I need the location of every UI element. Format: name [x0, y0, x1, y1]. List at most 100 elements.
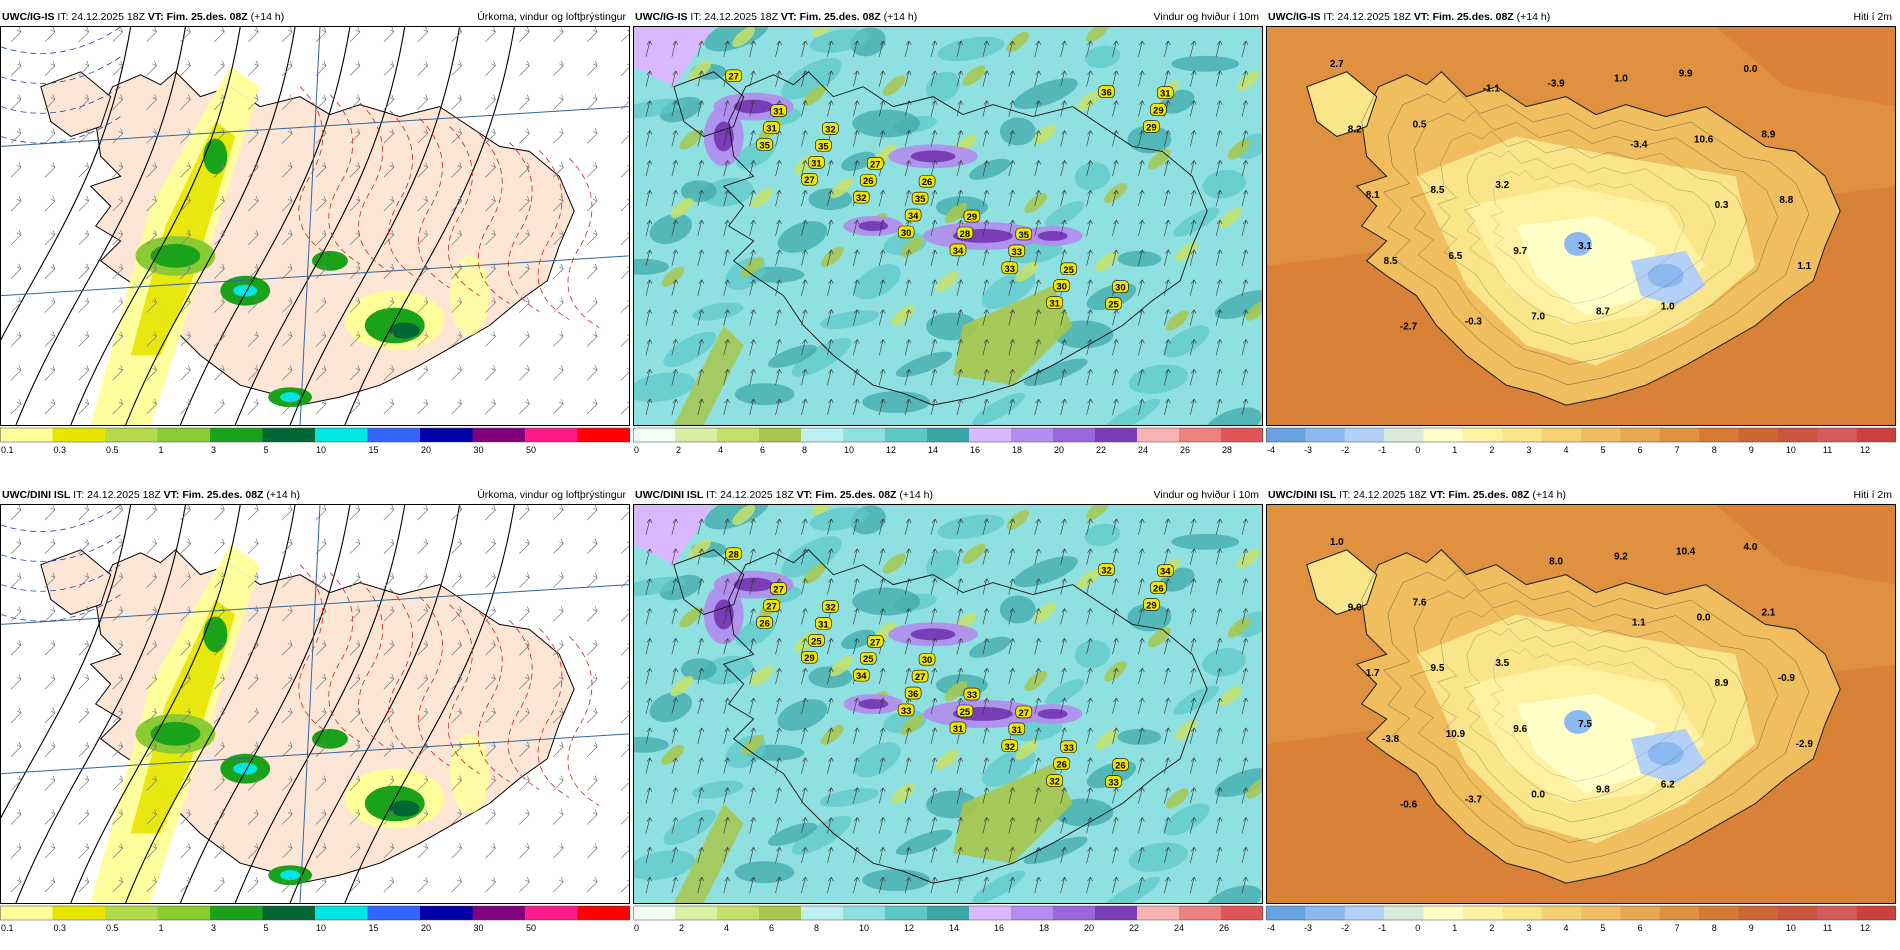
temperature-label: 6.5	[1448, 251, 1462, 262]
vt-label: VT:	[796, 489, 813, 501]
temperature-label: 8.5	[1431, 185, 1445, 196]
colorbar-swatch	[1053, 906, 1096, 920]
colorbar-tick-label: 16	[970, 445, 980, 455]
colorbar-tick-label: 10	[859, 923, 869, 933]
gust-label: 25	[1105, 297, 1122, 311]
colorbar-swatch	[843, 428, 886, 442]
colorbar-tick-label: 4	[1563, 445, 1568, 455]
panel-title: Úrkoma, vindur og loftþrýstingur	[477, 489, 626, 501]
colorbar-tick-label: 7	[1675, 445, 1680, 455]
map-wind[interactable]: 27 32 26 35 30 31 27 29 25 31 35 35 33 25 31 26 28 30 29 31…	[633, 26, 1263, 426]
colorbar-swatch	[1738, 428, 1779, 442]
colorbar-tick-label: 12	[1860, 445, 1870, 455]
panel-header: UWC/DINI ISL IT: 24.12.2025 18Z VT: Fim.…	[0, 486, 630, 504]
colorbar-swatch	[315, 906, 368, 920]
coastline	[722, 549, 1208, 884]
temperature-label: 10.6	[1694, 134, 1714, 145]
it-label: IT: 24.12.2025 18Z	[57, 11, 145, 23]
gust-label: 29	[1143, 120, 1160, 133]
temperature-label: 1.0	[1614, 74, 1628, 85]
colorbar-swatch	[472, 428, 526, 442]
colorbar-tick-label: 0.1	[1, 923, 14, 933]
map-wind[interactable]: 28 32 30 27 26 27 27 33 33 34 31 27 31 33 27 25 25 26 26 25…	[633, 504, 1263, 904]
svg-text:32: 32	[856, 193, 867, 204]
colorbar-tick-label: 0	[1415, 445, 1420, 455]
colorbar-swatch	[1344, 428, 1385, 442]
panel-header: UWC/DINI ISL IT: 24.12.2025 18Z VT: Fim.…	[1266, 486, 1896, 504]
colorbar-swatch	[1221, 428, 1263, 442]
svg-text:27: 27	[870, 637, 881, 648]
colorbar-tick-label: 18	[1039, 923, 1049, 933]
temperature-label: 2.1	[1761, 607, 1775, 618]
svg-text:25: 25	[863, 654, 874, 665]
panel-title: Vindur og hviður í 10m	[1153, 11, 1259, 23]
temperature-label: 1.1	[1632, 617, 1646, 628]
panel-temp-dini: UWC/DINI ISL IT: 24.12.2025 18Z VT: Fim.…	[1266, 486, 1896, 950]
colorbar-tick-label: 4	[724, 923, 729, 933]
header-left: UWC/IG-IS IT: 24.12.2025 18Z VT: Fim. 25…	[1268, 11, 1550, 23]
colorbar-swatch	[1266, 428, 1306, 442]
colorbar-swatch	[1384, 428, 1424, 442]
colorbar-tick-label: 5	[264, 445, 269, 455]
svg-text:25: 25	[1108, 300, 1119, 311]
colorbar-tick-label: 14	[949, 923, 959, 933]
colorbar-swatch	[157, 906, 211, 920]
colorbar-tick-label: 5	[1601, 923, 1606, 933]
svg-text:27: 27	[1018, 708, 1029, 719]
svg-text:29: 29	[1146, 122, 1157, 133]
vt-value: Fim. 25.des. 08Z	[166, 11, 248, 23]
svg-text:34: 34	[908, 211, 919, 222]
svg-text:32: 32	[1005, 742, 1016, 753]
gust-label: 36	[1098, 85, 1115, 99]
colorbar-swatch	[717, 428, 760, 442]
colorbar-tick-label: 3	[1526, 445, 1531, 455]
colorbar-tick-label: 26	[1219, 923, 1229, 933]
temperature-label: 9.6	[1513, 724, 1527, 735]
colorbar-tick-label: 0.3	[54, 445, 67, 455]
colorbar-tick-label: 50	[526, 923, 536, 933]
temperature-label: 9.8	[1596, 785, 1610, 796]
map-precip[interactable]	[0, 504, 630, 904]
precip-colorbar: 0.1 0.3 0.5 1 3 5 10 15 20 30 50	[0, 904, 630, 938]
colorbar-swatch	[927, 906, 970, 920]
colorbar-swatch	[1699, 906, 1739, 920]
colorbar-tick-label: 14	[928, 445, 938, 455]
precip-map-svg	[1, 505, 629, 903]
colorbar-swatch	[525, 428, 578, 442]
svg-text:28: 28	[960, 229, 971, 240]
temperature-label: -3.9	[1548, 79, 1566, 90]
colorbar-tick-label: 10	[844, 445, 854, 455]
it-label: IT: 24.12.2025 18Z	[1339, 489, 1427, 501]
svg-text:35: 35	[915, 194, 926, 205]
lead-time: (+14 h)	[1516, 11, 1551, 23]
gust-label: 26	[918, 174, 936, 188]
svg-text:30: 30	[922, 655, 933, 666]
map-precip[interactable]	[0, 26, 630, 426]
svg-text:34: 34	[1160, 567, 1171, 578]
map-temp[interactable]: 1.0 7.6 3.5 7.5 6.2 4.0 9.0 9.5 9.6 9.8 10.4 2.1 1.7…	[1266, 504, 1896, 904]
colorbar-swatch	[262, 428, 316, 442]
svg-text:27: 27	[804, 175, 815, 186]
it-label: IT: 24.12.2025 18Z	[690, 11, 778, 23]
colorbar-tick-label: 7	[1675, 923, 1680, 933]
temperature-label: -3.7	[1465, 795, 1483, 806]
map-temp[interactable]: 2.7 0.5 3.2 3.1 1.0 0.0 8.2 8.5 9.7 8.7 9.9 8.9 8.1 6…	[1266, 26, 1896, 426]
lead-time: (+14 h)	[883, 11, 918, 23]
vt-label: VT:	[1413, 11, 1430, 23]
gust-label: 29	[1143, 598, 1160, 611]
header-left: UWC/DINI ISL IT: 24.12.2025 18Z VT: Fim.…	[1268, 489, 1566, 501]
colorbar-swatch	[1423, 428, 1464, 442]
gust-label: 31	[763, 121, 780, 134]
colorbar-swatch	[210, 428, 263, 442]
colorbar-tick-label: 1	[1452, 445, 1457, 455]
panel-header: UWC/IG-IS IT: 24.12.2025 18Z VT: Fim. 25…	[0, 8, 630, 26]
gust-label: 34	[949, 243, 967, 257]
colorbar-tick-label: 30	[474, 445, 484, 455]
svg-text:28: 28	[728, 550, 739, 561]
temperature-label: 6.2	[1661, 780, 1675, 791]
panel-title: Hiti í 2m	[1853, 489, 1892, 501]
colorbar-swatch	[1581, 428, 1621, 442]
svg-text:25: 25	[1063, 265, 1074, 276]
colorbar-tick-label: -4	[1267, 923, 1275, 933]
gust-label: 28	[956, 226, 974, 240]
